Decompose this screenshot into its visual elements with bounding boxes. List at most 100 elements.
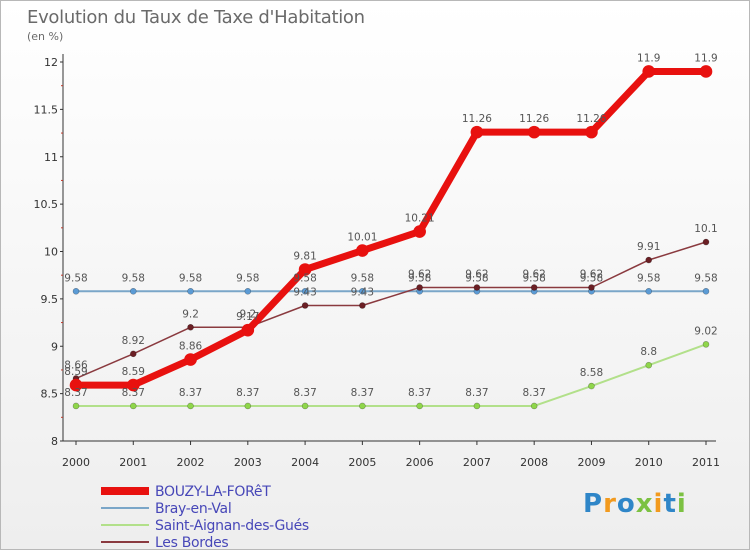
data-label: 11.26 [576,113,606,125]
data-point [645,287,653,295]
data-point [129,287,137,295]
data-point [187,287,194,295]
data-label: 8.66 [64,359,88,371]
data-point [416,284,423,291]
x-tick-label: 2000 [62,456,90,469]
data-label: 9.62 [465,269,488,281]
data-label: 11.9 [694,52,717,64]
data-label: 9.43 [293,287,316,299]
data-label: 10.1 [694,223,717,235]
y-tick-label: 10.5 [34,198,59,211]
data-label: 9.58 [236,272,259,284]
data-point [645,256,653,264]
data-label: 9.17 [236,311,259,323]
data-label: 11.26 [519,113,549,125]
data-label: 9.91 [637,241,660,253]
data-point [470,125,484,139]
data-point [585,125,598,139]
data-label: 8.37 [179,387,202,399]
data-label: 9.58 [694,272,717,284]
data-point [301,402,309,410]
x-tick-label: 2010 [635,456,663,469]
y-tick-label: 10 [44,246,58,259]
data-label: 9.2 [239,308,256,320]
data-point [72,402,80,410]
data-label: 8.37 [64,387,87,399]
data-label: 11.9 [637,52,660,64]
data-point [588,284,595,291]
data-label: 9.58 [580,272,603,284]
chart-title: Evolution du Taux de Taxe d'Habitation [27,7,365,28]
x-tick-label: 2004 [291,456,319,469]
y-tick-label: 11.5 [34,103,59,116]
y-tick-label: 8 [51,435,58,448]
data-label: 8.37 [293,387,316,399]
data-label: 8.37 [408,387,431,399]
data-point [241,323,255,337]
data-label: 8.59 [122,366,145,378]
legend-swatch [101,541,149,543]
data-point [69,378,83,392]
data-point [645,361,653,369]
data-label: 8.59 [64,366,87,378]
data-point [356,244,369,257]
data-point [702,287,710,295]
series-line [72,67,710,389]
data-point [530,402,538,410]
data-label: 9.58 [408,272,431,284]
y-tick-label: 12 [44,56,58,69]
data-point [301,287,309,295]
y-tick-label: 11 [44,151,58,164]
data-label: 9.58 [637,272,660,284]
data-point [413,225,426,238]
data-point [530,284,538,291]
data-point [129,402,137,410]
data-label: 9.2 [182,308,199,320]
x-tick-label: 2005 [348,456,376,469]
legend-swatch [101,524,149,526]
legend-swatch [101,507,149,509]
y-tick-label: 9 [51,340,58,353]
data-point [642,65,656,78]
data-point [702,238,710,246]
data-point [129,350,137,358]
legend-label: Saint-Aignan-des-Gués [155,518,309,534]
data-label: 9.58 [293,272,316,284]
x-tick-label: 2007 [463,456,491,469]
proxiti-logo: Proxiti [583,489,687,519]
data-label: 9.81 [293,251,316,263]
data-point [473,402,481,410]
x-tick-label: 2002 [177,456,205,469]
data-label: 8.8 [640,346,657,358]
data-label: 9.43 [351,287,374,299]
data-label: 8.58 [580,367,603,379]
data-label: 8.37 [465,387,488,399]
data-point [244,402,252,410]
data-label: 10.01 [347,232,377,244]
data-point [416,402,423,410]
legend-swatch [101,487,149,495]
data-label: 9.62 [522,269,545,281]
data-label: 11.26 [462,113,492,125]
data-label: 8.37 [351,387,374,399]
data-label: 8.37 [122,387,145,399]
data-label: 10.21 [405,213,435,225]
legend-label: BOUZY-LA-FORêT [155,484,271,500]
data-point [702,341,710,348]
data-label: 9.58 [122,272,145,284]
data-point [187,323,194,331]
x-tick-label: 2006 [406,456,434,469]
data-label: 8.92 [122,335,145,347]
x-tick-label: 2009 [577,456,605,469]
y-tick-label: 8.5 [41,388,59,401]
legend-label: Bray-en-Val [155,501,232,517]
data-point [473,284,481,291]
data-point [126,378,140,392]
data-label: 9.58 [522,272,545,284]
data-point [244,287,252,295]
x-tick-label: 2003 [234,456,262,469]
data-point [588,382,595,390]
data-label: 9.58 [351,272,374,284]
